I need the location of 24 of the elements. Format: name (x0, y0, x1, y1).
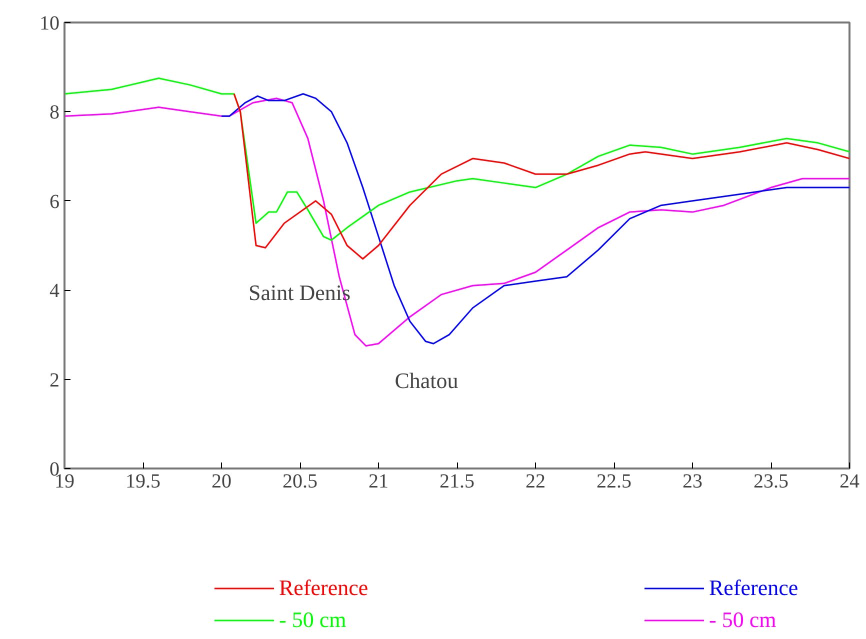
legend-label: Reference (709, 575, 798, 601)
legend-label: - 50 cm (279, 607, 346, 633)
x-tick-label: 20 (212, 470, 232, 492)
y-tick-label: 8 (50, 102, 60, 124)
y-tick-label: 10 (40, 12, 60, 34)
x-tick-label: 22 (526, 470, 546, 492)
x-tick-label: 21.5 (440, 470, 474, 492)
x-tick-label: 21 (368, 470, 388, 492)
y-tick-label: 4 (50, 280, 60, 302)
x-tick-label: 19.5 (126, 470, 160, 492)
legend-label: Reference (279, 575, 368, 601)
line-series (64, 78, 850, 241)
legend-label: - 50 cm (709, 607, 776, 633)
x-tick-label: 20.5 (282, 470, 318, 492)
y-tick-label: 2 (50, 369, 60, 392)
annotation: Chatou (394, 368, 458, 393)
y-tick-label: 6 (50, 190, 60, 213)
line-series (64, 98, 850, 347)
line-series (220, 93, 850, 344)
line-series (233, 93, 850, 260)
x-tick-label: 23.5 (754, 470, 788, 492)
x-tick-label: 22.5 (596, 470, 632, 492)
x-tick-label: 24 (840, 470, 860, 492)
x-tick-label: 23 (682, 470, 702, 492)
